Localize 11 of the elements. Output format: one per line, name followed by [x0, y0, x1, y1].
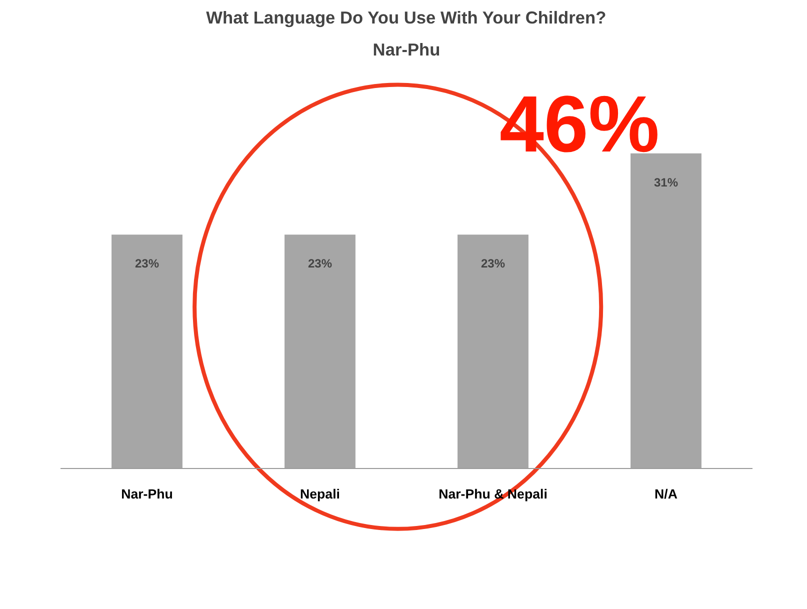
chart-title: What Language Do You Use With Your Children?	[206, 8, 606, 28]
data-label: 31%	[654, 175, 678, 190]
chart-subtitle: Nar-Phu	[372, 40, 440, 60]
data-label: 23%	[308, 256, 332, 271]
x-tick-label: Nepali	[300, 486, 340, 502]
data-label: 23%	[134, 256, 160, 271]
x-tick-label: Nar-Phu	[121, 486, 173, 502]
annotation: 46%	[499, 80, 660, 168]
data-label: 23%	[480, 256, 506, 271]
x-tick-label: Nar-Phu & Nepali	[438, 486, 548, 502]
x-tick-label: N/A	[654, 486, 678, 502]
